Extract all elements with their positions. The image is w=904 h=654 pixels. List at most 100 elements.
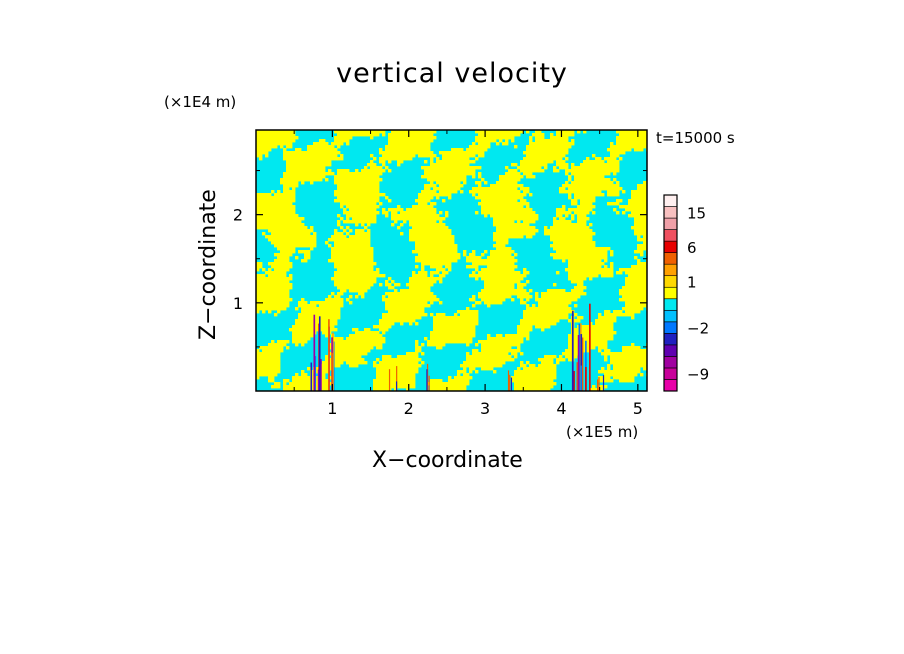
field-cell-positive [610, 316, 614, 320]
field-cell-positive [529, 307, 533, 311]
field-cell-positive [628, 307, 632, 311]
field-cell-positive [454, 175, 458, 179]
field-cell-positive [373, 157, 377, 161]
field-cell-positive [583, 223, 587, 227]
field-cell-positive [583, 328, 587, 332]
field-cell-positive [574, 256, 578, 260]
field-cell-positive [484, 145, 488, 149]
field-cell-positive [466, 331, 470, 335]
field-cell-positive [307, 169, 311, 173]
field-cell-positive [286, 145, 290, 149]
field-cell-positive [463, 169, 467, 173]
field-cell-positive [358, 232, 362, 236]
field-cell-positive [499, 208, 503, 212]
field-cell-positive [424, 235, 428, 239]
field-cell-positive [274, 307, 278, 311]
field-cell-positive [463, 151, 467, 155]
field-cell-positive [559, 247, 563, 251]
field-cell-positive [397, 304, 401, 308]
field-cell-positive [421, 199, 425, 203]
field-cell-positive [322, 166, 326, 170]
field-cell-positive [583, 241, 587, 245]
field-cell-positive [637, 187, 641, 191]
field-cell-positive [505, 208, 509, 212]
field-cell-positive [535, 142, 539, 146]
field-cell-positive [574, 313, 578, 317]
field-cell-positive [610, 331, 614, 335]
field-cell-positive [334, 313, 338, 317]
field-cell-positive [529, 193, 533, 197]
field-cell-positive [517, 175, 521, 179]
field-cell-positive [574, 238, 578, 242]
field-cell-positive [256, 289, 260, 293]
field-cell-positive [289, 211, 293, 215]
field-cell-positive [589, 331, 593, 335]
field-cell-positive [574, 190, 578, 194]
field-cell-positive [256, 202, 260, 206]
field-cell-positive [559, 250, 563, 254]
field-cell-positive [502, 250, 506, 254]
field-cell-positive [487, 211, 491, 215]
field-cell-positive [388, 307, 392, 311]
field-cell-positive [271, 280, 275, 284]
field-cell-positive [445, 154, 449, 158]
field-cell-positive [493, 274, 497, 278]
field-cell-positive [499, 343, 503, 347]
field-cell-positive [421, 277, 425, 281]
field-cell-positive [526, 202, 530, 206]
field-cell-positive [541, 301, 545, 305]
field-cell-positive [508, 256, 512, 260]
field-cell-positive [430, 244, 434, 248]
field-cell-positive [643, 130, 647, 134]
field-cell-positive [598, 160, 602, 164]
field-cell-positive [439, 274, 443, 278]
field-cell-positive [451, 340, 455, 344]
field-cell-positive [346, 250, 350, 254]
field-cell-positive [280, 181, 284, 185]
field-cell-positive [406, 298, 410, 302]
field-cell-positive [265, 298, 269, 302]
field-cell-positive [583, 235, 587, 239]
field-cell-positive [505, 217, 509, 221]
field-cell-positive [280, 178, 284, 182]
field-cell-positive [301, 178, 305, 182]
field-cell-positive [463, 319, 467, 323]
field-cell-positive [547, 229, 551, 233]
field-cell-positive [385, 292, 389, 296]
field-cell-positive [478, 193, 482, 197]
field-cell-positive [607, 172, 611, 176]
field-cell-positive [460, 160, 464, 164]
field-cell-positive [496, 292, 500, 296]
field-cell-positive [433, 136, 437, 140]
field-cell-positive [451, 163, 455, 167]
field-cell-positive [571, 202, 575, 206]
field-cell-positive [277, 202, 281, 206]
field-cell-positive [559, 133, 563, 137]
field-cell-positive [475, 319, 479, 323]
field-cell-positive [598, 253, 602, 257]
field-cell-positive [559, 304, 563, 308]
field-cell-positive [619, 133, 623, 137]
field-cell-positive [352, 340, 356, 344]
field-cell-positive [460, 175, 464, 179]
field-cell-positive [529, 169, 533, 173]
field-cell-positive [577, 247, 581, 251]
field-cell-positive [526, 334, 530, 338]
field-cell-positive [640, 196, 644, 200]
field-cell-positive [310, 178, 314, 182]
field-cell-positive [325, 304, 329, 308]
field-cell-positive [559, 229, 563, 233]
field-cell-positive [268, 199, 272, 203]
field-cell-positive [502, 298, 506, 302]
field-cell-positive [370, 199, 374, 203]
field-cell-positive [610, 328, 614, 332]
field-cell-positive [553, 292, 557, 296]
field-cell-positive [523, 283, 527, 287]
field-cell-positive [388, 283, 392, 287]
field-cell-positive [493, 256, 497, 260]
field-cell-positive [391, 151, 395, 155]
field-cell-positive [610, 142, 614, 146]
field-cell-positive [283, 193, 287, 197]
field-cell-positive [553, 229, 557, 233]
field-cell-positive [451, 235, 455, 239]
